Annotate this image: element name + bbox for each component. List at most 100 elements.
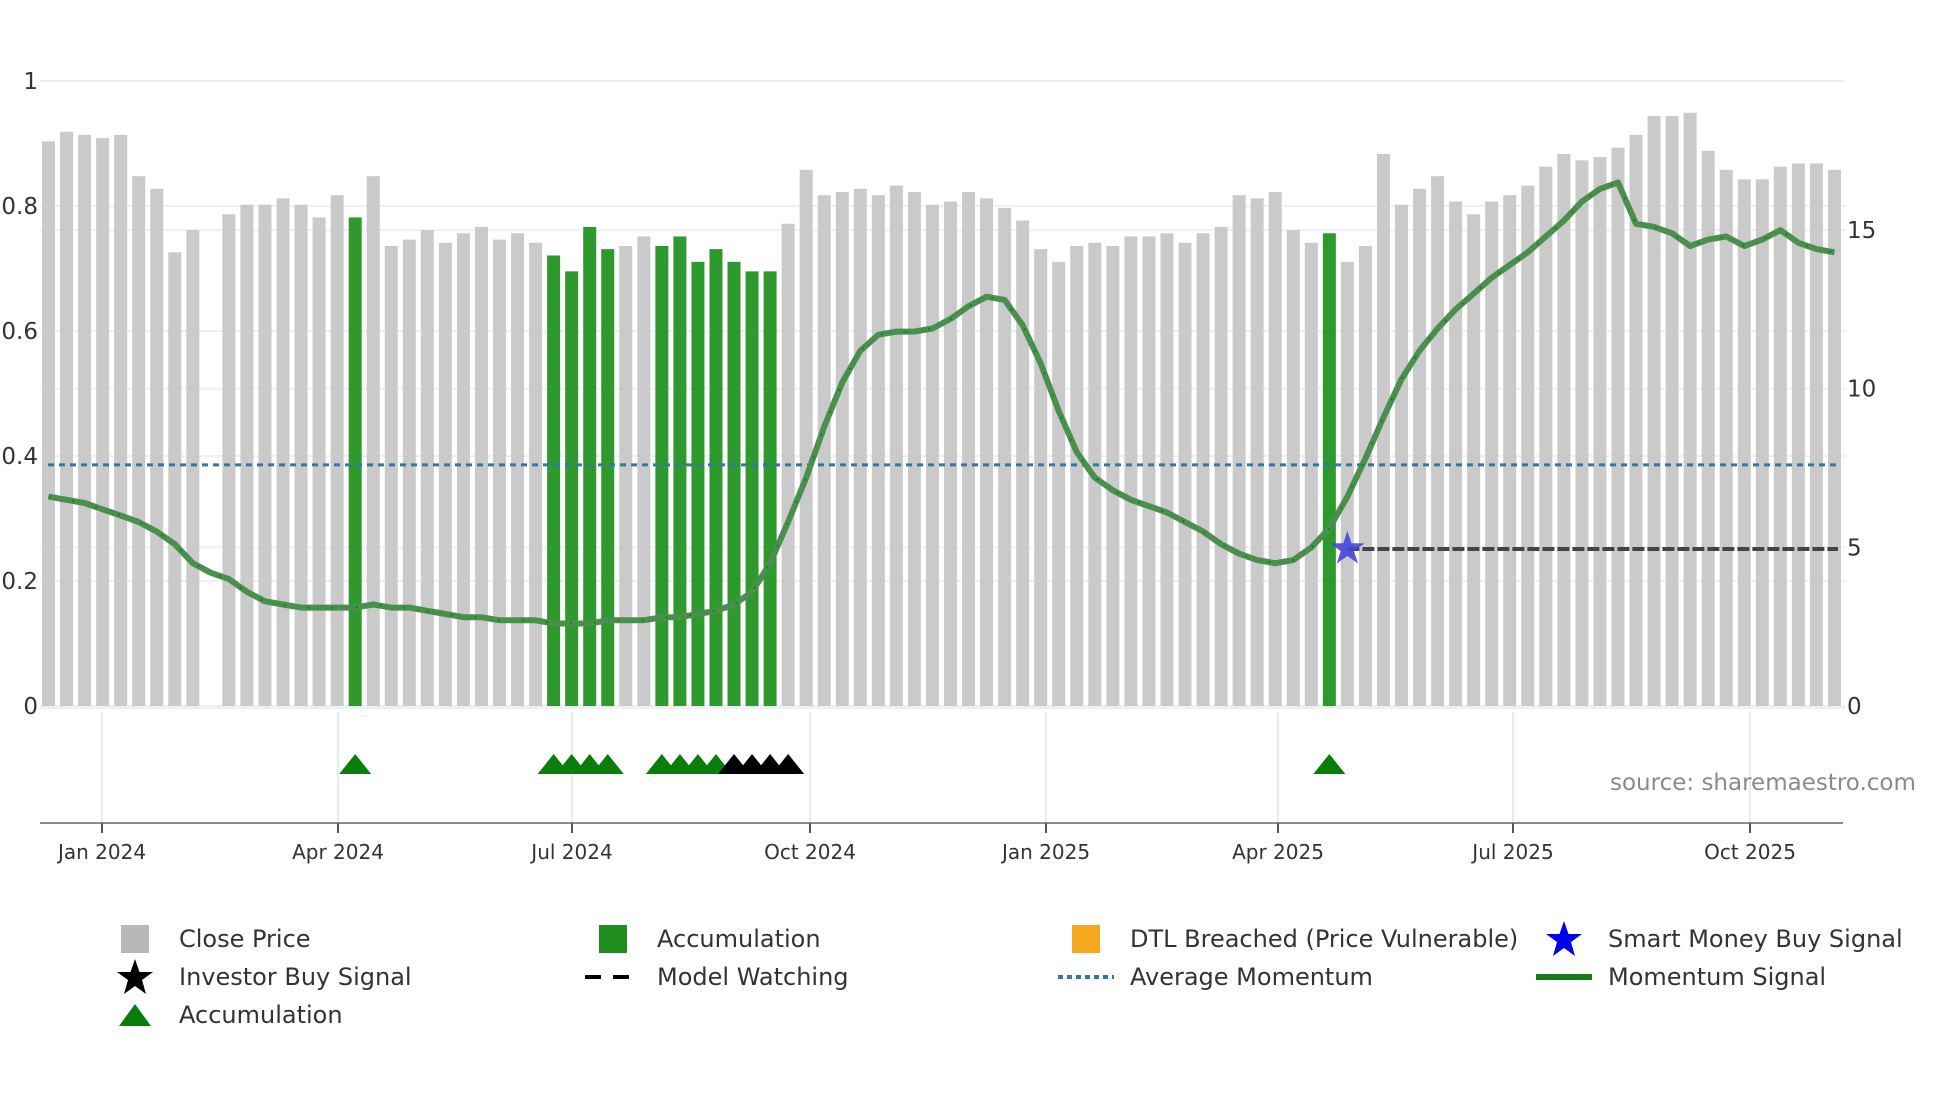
accumulation-triangle-icon <box>1313 754 1346 774</box>
close-price-bar <box>1467 214 1481 707</box>
right-tick-label: 10 <box>1847 377 1876 403</box>
dashed-line-icon <box>583 960 643 994</box>
close-price-bar <box>402 239 416 706</box>
close-price-bar <box>998 207 1012 706</box>
accumulation-bar <box>348 217 362 706</box>
close-price-bar <box>1539 166 1553 706</box>
legend: Close Price Accumulation DTL Breached (P… <box>0 915 1960 1045</box>
legend-model-watching: Model Watching <box>583 960 849 994</box>
close-price-bar <box>78 134 92 706</box>
chart-canvas: Jan 2024 Apr 2024 Jul 2024 Oct 2024 Jan 2025… <box>1 69 1876 864</box>
close-price-bar <box>330 195 344 706</box>
accumulation-bar <box>691 261 705 706</box>
axes: Jan 2024 Apr 2024 Jul 2024 Oct 2024 Jan 2025… <box>1 69 1876 864</box>
close-price-bar <box>456 233 470 706</box>
close-price-bar <box>438 242 452 706</box>
close-price-bar <box>1268 192 1282 707</box>
close-price-bar <box>1593 157 1607 706</box>
close-price-bar <box>150 188 164 706</box>
x-tick-label: Oct 2025 <box>1704 840 1796 864</box>
x-tick-label: Jan 2025 <box>1000 840 1090 864</box>
x-tick-label: Jul 2024 <box>529 840 612 864</box>
gridlines <box>40 80 1845 822</box>
close-price-bar <box>1791 163 1805 706</box>
close-price-bar <box>132 176 146 706</box>
dotted-line-icon <box>1056 960 1116 994</box>
close-price-bar <box>1196 233 1210 706</box>
close-price-bar <box>1737 179 1751 707</box>
accumulation-bar <box>1322 233 1336 706</box>
source-attribution: source: sharemaestro.com <box>1610 770 1916 796</box>
close-price-bar <box>907 192 921 707</box>
close-price-bar <box>835 192 849 707</box>
green-triangle-icon <box>105 998 165 1032</box>
left-tick-label: 0 <box>23 694 38 720</box>
close-price-bar <box>1106 245 1120 707</box>
close-price-bar <box>853 188 867 706</box>
accumulation-triangle-icon <box>339 754 372 774</box>
close-price-bar <box>1575 160 1589 707</box>
close-price-bar <box>1070 245 1084 707</box>
gray-square-icon <box>105 922 165 956</box>
close-price-bar <box>1286 230 1300 706</box>
left-tick-label: 0.6 <box>1 319 38 345</box>
legend-dtl-breached: DTL Breached (Price Vulnerable) <box>1056 922 1518 956</box>
close-price-bar <box>1629 134 1643 706</box>
close-price-bar <box>1503 195 1517 706</box>
accumulation-bar <box>763 271 777 706</box>
green-line-icon <box>1534 960 1594 994</box>
close-price-bar <box>1701 150 1715 707</box>
close-price-bar <box>96 138 110 707</box>
left-tick-label: 0.4 <box>1 444 38 470</box>
close-price-bar <box>511 233 525 706</box>
legend-accumulation-bar: Accumulation <box>583 922 821 956</box>
momentum-signal-accent <box>48 181 1835 625</box>
close-price-bar <box>114 134 128 706</box>
close-price-bar <box>529 242 543 706</box>
close-price-bar <box>637 236 651 706</box>
price-bars <box>42 112 1841 707</box>
close-price-bar <box>889 185 903 706</box>
signal-markers <box>339 531 1365 774</box>
close-price-bar <box>1665 115 1679 706</box>
close-price-bar <box>1431 176 1445 706</box>
close-price-bar <box>1719 169 1733 706</box>
close-price-bar <box>60 131 74 707</box>
x-tick-label: Apr 2024 <box>292 840 384 864</box>
close-price-bar <box>1250 198 1264 706</box>
accumulation-bar <box>673 236 687 706</box>
close-price-bar <box>168 252 182 706</box>
close-price-bar <box>312 217 326 706</box>
accumulation-bar <box>745 271 759 706</box>
close-price-bar <box>944 201 957 706</box>
close-price-bar <box>619 245 633 707</box>
close-price-bar <box>1611 147 1625 706</box>
close-price-bar <box>1034 249 1048 706</box>
legend-investor-buy: Investor Buy Signal <box>105 959 412 994</box>
close-price-bar <box>42 141 55 707</box>
accumulation-bar <box>709 249 723 706</box>
close-price-bar <box>1178 242 1192 706</box>
close-price-bar <box>1340 261 1354 706</box>
close-price-bar <box>1160 233 1174 706</box>
close-price-bar <box>1755 179 1769 707</box>
legend-smart-money: Smart Money Buy Signal <box>1534 921 1903 956</box>
close-price-bar <box>1647 115 1661 706</box>
legend-momentum-signal: Momentum Signal <box>1534 960 1826 994</box>
close-price-bar <box>474 226 488 706</box>
x-tick-label: Jul 2025 <box>1470 840 1553 864</box>
close-price-bar <box>1124 236 1138 706</box>
right-tick-label: 15 <box>1847 218 1876 244</box>
legend-accumulation-marker: Accumulation <box>105 998 343 1032</box>
close-price-bar <box>1358 245 1372 707</box>
blue-star-icon <box>1534 921 1594 956</box>
close-price-bar <box>384 245 398 707</box>
close-price-bar <box>1052 261 1066 706</box>
close-price-bar <box>980 198 994 706</box>
x-tick-label: Apr 2025 <box>1232 840 1324 864</box>
close-price-bar <box>799 169 813 706</box>
close-price-bar <box>1232 195 1246 706</box>
close-price-bar <box>1521 185 1535 706</box>
left-tick-label: 0.2 <box>1 569 38 595</box>
close-price-bar <box>1016 220 1030 706</box>
